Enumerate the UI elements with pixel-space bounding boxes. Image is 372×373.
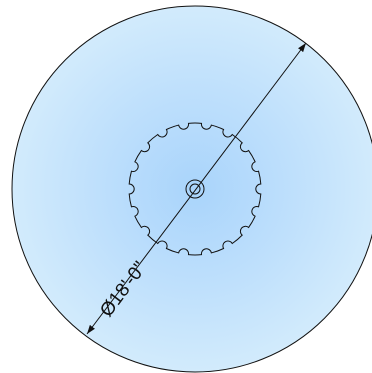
outer-circle — [11, 5, 372, 373]
diameter-dimension-line — [86, 42, 307, 335]
